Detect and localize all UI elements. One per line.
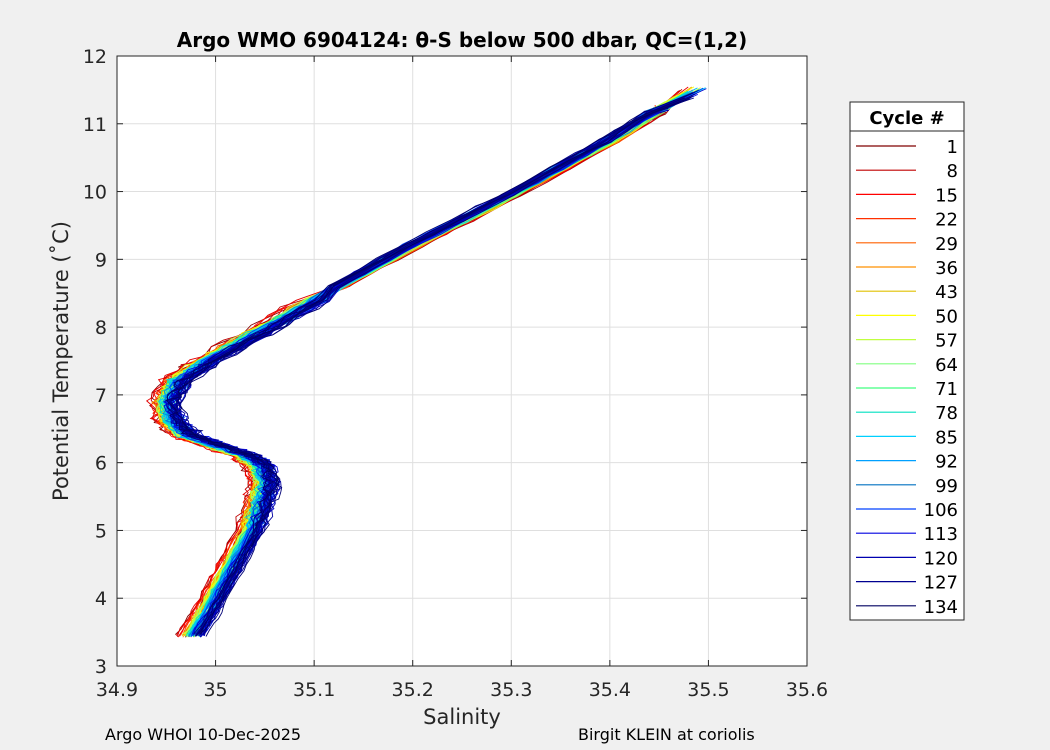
- legend-label: 113: [924, 524, 958, 545]
- footer-right: Birgit KLEIN at coriolis: [578, 725, 755, 744]
- chart-title: Argo WMO 6904124: θ-S below 500 dbar, QC…: [177, 28, 747, 52]
- y-tick-label: 12: [83, 46, 107, 68]
- x-tick-label: 34.9: [96, 679, 138, 701]
- x-tick-label: 35.2: [392, 679, 434, 701]
- y-tick-label: 3: [95, 656, 107, 678]
- legend-label: 36: [935, 258, 958, 279]
- legend-label: 71: [935, 379, 958, 400]
- cycle-profile-line: [166, 92, 693, 635]
- legend-items: 1 8 15 22 29 36 43 50 57 64 71 78 85 92 99 106 113 120 127…: [856, 137, 958, 618]
- legend-label: 85: [935, 427, 958, 448]
- cycle-profile-line: [176, 96, 693, 635]
- y-tick-label: 6: [95, 453, 107, 475]
- footer-left: Argo WHOI 10-Dec-2025: [105, 725, 302, 744]
- legend-label: 57: [935, 331, 958, 352]
- x-tick-label: 35.6: [786, 679, 828, 701]
- legend-label: 22: [935, 210, 958, 231]
- legend-label: 134: [924, 597, 958, 618]
- x-axis-label: Salinity: [423, 705, 501, 729]
- legend-label: 1: [947, 137, 958, 158]
- y-axis-label: Potential Temperature (˚C): [49, 221, 73, 501]
- legend-label: 29: [935, 234, 958, 255]
- y-tick-label: 9: [95, 249, 107, 271]
- cycle-profile-line: [174, 93, 699, 636]
- x-tick-label: 35.1: [293, 679, 335, 701]
- legend-label: 43: [935, 282, 958, 303]
- x-tick-label: 35.4: [589, 679, 631, 701]
- legend: Cycle # 18152229364350576471788592991061…: [849, 101, 965, 621]
- y-tick-label: 10: [83, 182, 107, 204]
- y-tick-label: 7: [95, 385, 107, 407]
- legend-label: 99: [935, 476, 958, 497]
- legend-label: 64: [935, 355, 958, 376]
- legend-label: 127: [924, 573, 958, 594]
- legend-title: Cycle #: [869, 108, 944, 129]
- legend-label: 106: [924, 500, 958, 521]
- plot-frame: [116, 55, 808, 667]
- y-tick-label: 11: [83, 114, 107, 136]
- legend-label: 92: [935, 452, 958, 473]
- profile-curves: [145, 86, 707, 638]
- x-tick-label: 35: [203, 679, 227, 701]
- legend-label: 8: [947, 161, 958, 182]
- legend-label: 50: [935, 306, 958, 327]
- legend-label: 15: [935, 185, 958, 206]
- y-tick-label: 5: [95, 520, 107, 542]
- legend-label: 78: [935, 403, 958, 424]
- x-tick-label: 35.3: [490, 679, 532, 701]
- y-tick-label: 4: [95, 588, 107, 610]
- y-tick-label: 8: [95, 317, 107, 339]
- axis-ticks: 34.9 35 35.1 35.2 35.3 35.4 35.5 35.6 3 4 5 6 7 8 9 10 1…: [83, 46, 828, 701]
- legend-label: 120: [924, 548, 958, 569]
- x-tick-label: 35.5: [687, 679, 729, 701]
